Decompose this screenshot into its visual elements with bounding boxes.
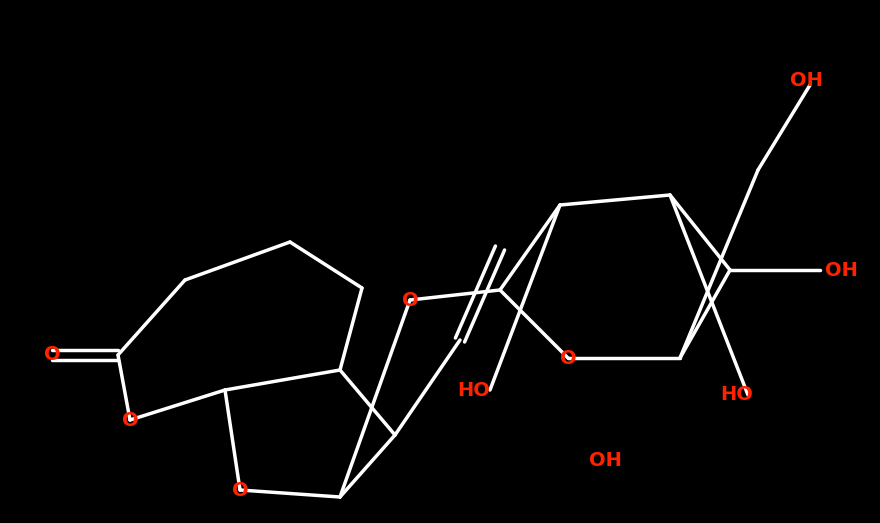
Text: OH: OH [825,260,858,279]
Text: HO: HO [720,385,753,404]
Text: OH: OH [790,71,823,89]
Text: O: O [44,346,61,365]
Text: O: O [231,481,248,499]
Text: O: O [121,411,138,429]
Text: HO: HO [457,381,490,400]
Text: OH: OH [589,450,621,470]
Text: O: O [401,290,418,310]
Text: O: O [560,348,576,368]
